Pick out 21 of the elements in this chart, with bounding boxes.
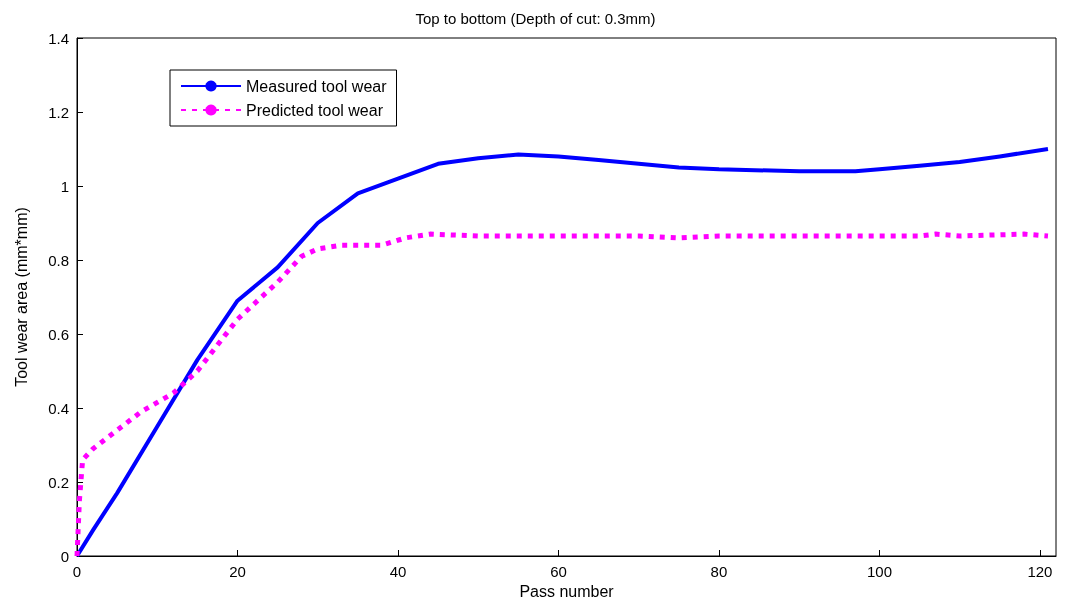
x-tick-label: 60 — [550, 563, 567, 580]
y-tick-label: 1.2 — [48, 103, 69, 121]
y-tick-label: 0.4 — [48, 399, 69, 417]
y-axis-title: Tool wear area (mm*mm) — [12, 207, 30, 387]
line-series — [75, 147, 1050, 558]
x-tick-label: 40 — [389, 563, 407, 580]
x-tick-label: 120 — [1027, 563, 1053, 580]
chart-title: Top to bottom (Depth of cut: 0.3mm) — [415, 10, 656, 27]
y-tick-label: 0 — [60, 547, 69, 565]
x-tick-label: 100 — [866, 563, 892, 580]
x-tick-label: 20 — [229, 563, 246, 580]
y-tick-label: 1.4 — [48, 29, 69, 47]
x-axis-title: Pass number — [519, 583, 615, 601]
legend-label: Predicted tool wear — [246, 101, 384, 119]
legend-label: Measured tool wear — [246, 77, 388, 95]
x-tick-label: 80 — [710, 563, 728, 580]
y-tick-label: 0.2 — [48, 473, 69, 491]
y-tick-label: 0.8 — [48, 251, 69, 269]
x-tick-label: 0 — [72, 563, 82, 580]
y-tick-label: 0.6 — [48, 325, 69, 343]
y-tick-label: 1 — [60, 177, 69, 195]
